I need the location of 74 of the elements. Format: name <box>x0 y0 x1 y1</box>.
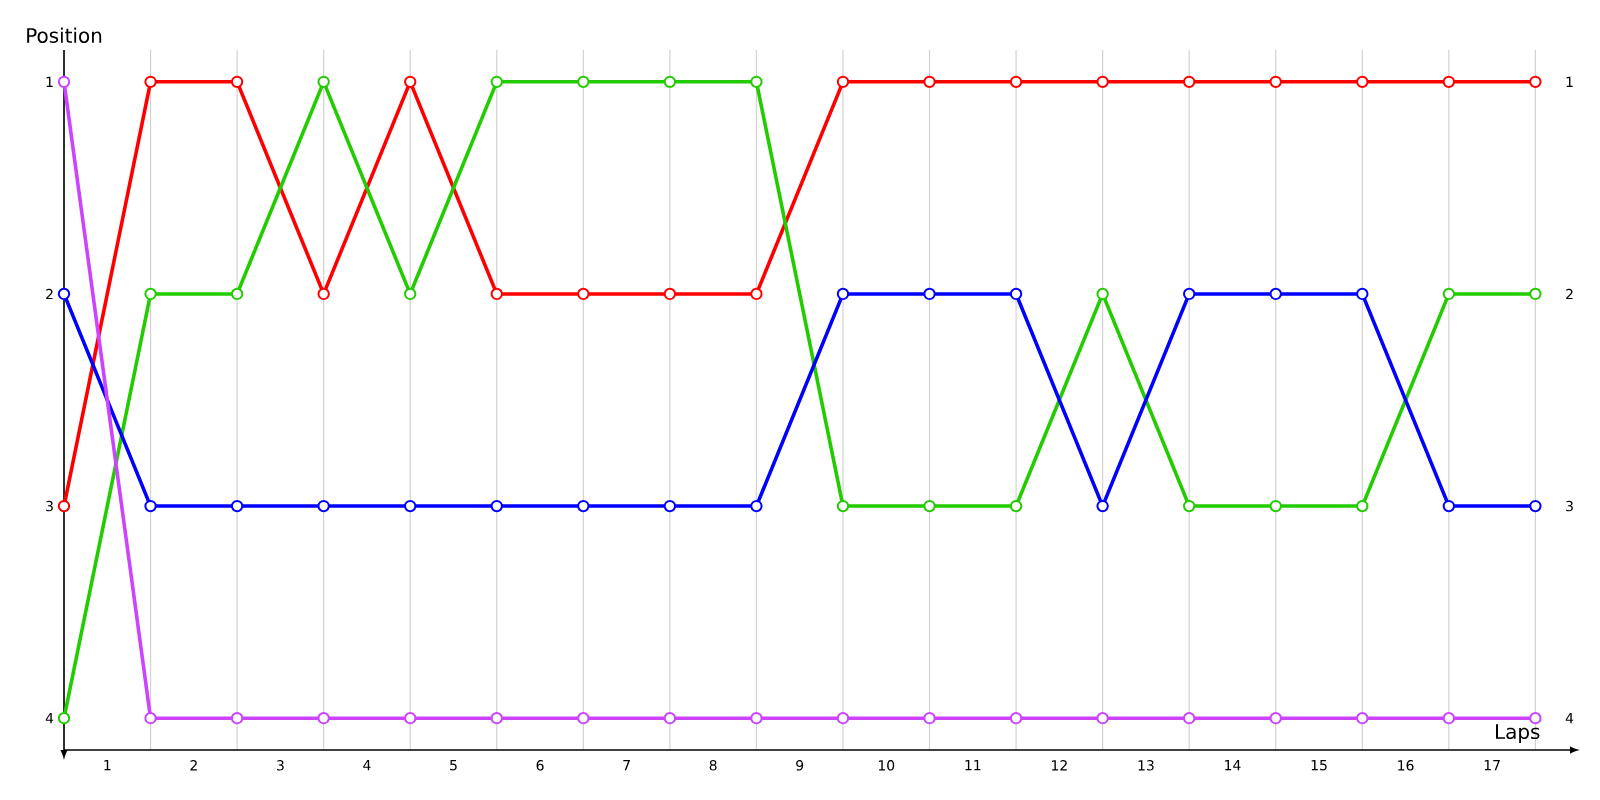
point <box>1096 75 1109 88</box>
point <box>750 75 763 88</box>
point <box>1096 712 1109 725</box>
point <box>230 287 244 301</box>
point <box>1183 75 1196 88</box>
point <box>577 287 590 301</box>
point <box>1269 499 1282 513</box>
point <box>923 287 936 301</box>
point <box>1442 499 1456 513</box>
point <box>923 712 936 725</box>
point <box>923 75 936 88</box>
point <box>57 499 71 513</box>
point <box>1269 75 1282 88</box>
point <box>750 712 763 725</box>
point <box>663 712 677 725</box>
point <box>1183 712 1196 725</box>
point <box>57 287 71 301</box>
point <box>663 287 677 301</box>
point <box>1009 712 1023 725</box>
point <box>404 712 417 725</box>
point <box>490 287 503 301</box>
point <box>1183 499 1196 513</box>
point <box>144 499 157 513</box>
point <box>1529 287 1542 301</box>
point <box>57 712 71 725</box>
point <box>1009 499 1023 513</box>
point <box>230 75 244 88</box>
point <box>317 499 330 513</box>
point <box>404 75 417 88</box>
point <box>144 75 157 88</box>
point <box>1096 499 1109 513</box>
point <box>317 712 330 725</box>
point <box>1529 712 1542 725</box>
point <box>836 712 850 725</box>
point <box>490 499 503 513</box>
point <box>577 499 590 513</box>
point <box>1529 499 1542 513</box>
point <box>317 75 330 88</box>
point <box>663 75 677 88</box>
point <box>490 712 503 725</box>
point <box>663 499 677 513</box>
point <box>1009 75 1023 88</box>
point <box>1269 712 1282 725</box>
point <box>1529 75 1542 88</box>
point <box>404 287 417 301</box>
point <box>1183 287 1196 301</box>
point <box>923 499 936 513</box>
point <box>1356 287 1369 301</box>
point <box>1356 712 1369 725</box>
point <box>836 287 850 301</box>
y-axis-title: Position <box>27 27 102 43</box>
point <box>577 712 590 725</box>
point <box>1009 287 1023 301</box>
point <box>1442 287 1456 301</box>
point <box>317 287 330 301</box>
point <box>1442 75 1456 88</box>
point <box>1442 712 1456 725</box>
point <box>404 499 417 513</box>
point <box>577 75 590 88</box>
point <box>57 75 71 88</box>
point <box>490 75 503 88</box>
point <box>1269 287 1282 301</box>
point <box>1096 287 1109 301</box>
point <box>144 287 157 301</box>
point <box>230 712 244 725</box>
point <box>750 499 763 513</box>
point <box>836 75 850 88</box>
point <box>230 499 244 513</box>
x-axis-title: Laps <box>1496 724 1540 743</box>
point <box>1356 499 1369 513</box>
point <box>836 499 850 513</box>
point <box>1356 75 1369 88</box>
point <box>144 712 157 725</box>
point <box>750 287 763 301</box>
